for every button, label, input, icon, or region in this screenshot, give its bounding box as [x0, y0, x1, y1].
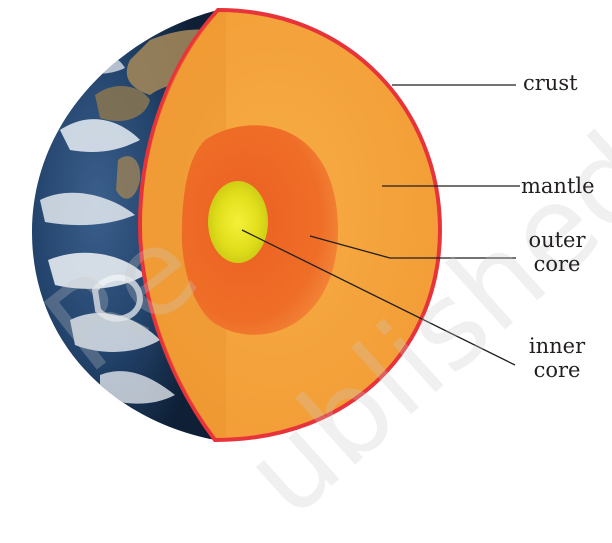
mantle-label: mantle	[521, 174, 595, 198]
outer-core-label: outer core	[527, 228, 587, 276]
cloud-band	[100, 371, 175, 404]
land-mass	[95, 85, 150, 121]
outer-core-leader-line	[309, 235, 516, 259]
inner-core-label-line2: core	[533, 358, 581, 382]
cross-section	[137, 7, 443, 443]
inner-core-layer	[208, 181, 268, 263]
crust-label: crust	[523, 71, 578, 95]
land-mass	[116, 156, 141, 199]
outer-core-label-line1: outer	[528, 228, 586, 252]
outer-core-label-line2: core	[533, 252, 581, 276]
cloud-band	[60, 119, 140, 152]
cloud-band	[40, 192, 135, 226]
inner-core-label: inner core	[522, 334, 592, 382]
cloud-band	[70, 312, 160, 352]
cloud-swirl	[91, 274, 144, 322]
earth-layers-diagram	[32, 7, 520, 443]
inner-core-leader-line	[241, 229, 516, 366]
inner-core-label-line1: inner	[528, 334, 586, 358]
leader-lines	[241, 84, 520, 366]
